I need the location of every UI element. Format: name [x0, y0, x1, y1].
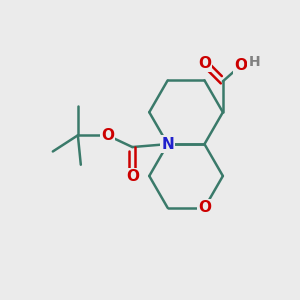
- Text: O: O: [198, 200, 211, 215]
- Text: O: O: [198, 56, 211, 70]
- Text: O: O: [126, 169, 139, 184]
- Text: N: N: [161, 136, 174, 152]
- Text: O: O: [101, 128, 114, 143]
- Text: O: O: [235, 58, 248, 73]
- Text: H: H: [249, 55, 260, 69]
